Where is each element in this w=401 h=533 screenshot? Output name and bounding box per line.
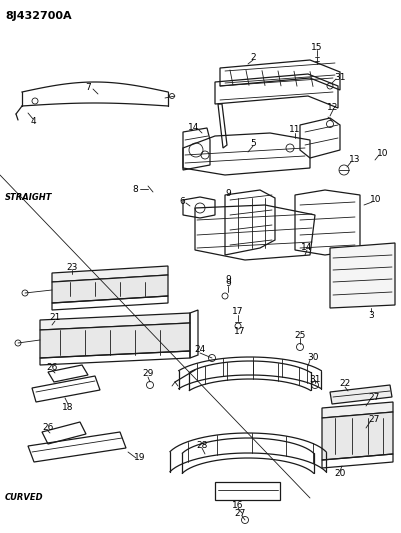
Text: 2: 2	[250, 52, 256, 61]
Text: 28: 28	[196, 440, 208, 449]
Text: 9: 9	[225, 274, 231, 284]
Text: 27: 27	[368, 416, 380, 424]
Text: STRAIGHT: STRAIGHT	[5, 192, 53, 201]
Text: 8: 8	[132, 184, 138, 193]
Polygon shape	[330, 243, 395, 308]
Text: 14: 14	[188, 123, 200, 132]
Text: 8J432700A: 8J432700A	[5, 11, 72, 21]
Text: 11: 11	[289, 125, 301, 134]
Polygon shape	[322, 412, 393, 460]
Text: 29: 29	[142, 369, 154, 378]
Text: 16: 16	[232, 500, 244, 510]
Text: 10: 10	[377, 149, 389, 157]
Text: 6: 6	[179, 198, 185, 206]
Text: 18: 18	[62, 402, 74, 411]
Text: CURVED: CURVED	[5, 492, 44, 502]
Text: 25: 25	[294, 330, 306, 340]
Text: 27: 27	[234, 510, 246, 519]
Text: 4: 4	[30, 117, 36, 126]
Text: 12: 12	[327, 102, 339, 111]
Text: 23: 23	[66, 262, 78, 271]
Polygon shape	[322, 402, 393, 418]
Text: 26: 26	[46, 362, 58, 372]
Polygon shape	[52, 275, 168, 303]
Text: 22: 22	[339, 379, 350, 389]
Polygon shape	[52, 266, 168, 282]
Text: 20: 20	[334, 470, 346, 479]
Text: 7: 7	[85, 83, 91, 92]
Text: 14: 14	[301, 243, 313, 252]
Text: 5: 5	[250, 139, 256, 148]
Text: 9: 9	[225, 189, 231, 198]
Text: 26: 26	[43, 424, 54, 432]
Text: 30: 30	[307, 352, 319, 361]
Text: 17: 17	[234, 327, 246, 336]
Text: 15: 15	[311, 43, 323, 52]
Text: 31: 31	[309, 376, 321, 384]
Text: 19: 19	[134, 454, 146, 463]
Polygon shape	[40, 313, 190, 330]
Polygon shape	[40, 323, 190, 358]
Text: 21: 21	[49, 313, 61, 322]
Text: 13: 13	[349, 156, 361, 165]
Text: 27: 27	[368, 393, 380, 402]
Text: 24: 24	[194, 345, 206, 354]
Text: 9: 9	[225, 279, 231, 287]
Text: 10: 10	[370, 196, 382, 205]
Text: 3: 3	[368, 311, 374, 319]
Polygon shape	[330, 385, 392, 404]
Text: 17: 17	[232, 308, 244, 317]
Text: 31: 31	[334, 72, 346, 82]
